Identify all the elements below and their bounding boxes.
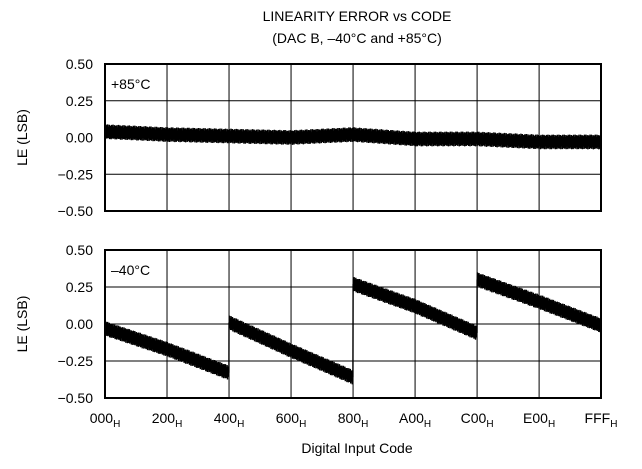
y-axis-label: LE (LSB)	[14, 296, 30, 353]
x-tick-label: 000H	[90, 410, 121, 430]
y-tick-label: 0.50	[66, 56, 93, 72]
x-tick-code: 600	[276, 410, 300, 426]
panel-1: 0.50 0.25 0.00 −0.25 −0.50 LE (LSB) +85°C	[14, 56, 602, 219]
panel-temperature-label: +85°C	[111, 76, 150, 92]
y-tick-label: −0.50	[58, 390, 94, 406]
x-tick-subscript: H	[299, 419, 306, 430]
series-trace	[104, 124, 602, 150]
plot-frame	[104, 249, 602, 399]
y-tick-label: 0.25	[66, 93, 93, 109]
y-axis-label: LE (LSB)	[14, 109, 30, 166]
x-tick-label: A00H	[399, 410, 431, 430]
x-tick-label: C00H	[461, 410, 494, 430]
y-tick-label: 0.00	[66, 130, 93, 146]
x-tick-label: E00H	[523, 410, 555, 430]
panel-temperature-label: –40°C	[111, 262, 150, 278]
chart-title-line-2: (DAC B, –40°C and +85°C)	[272, 30, 442, 46]
x-tick-subscript: H	[237, 419, 244, 430]
x-tick-code: FFF	[585, 410, 611, 426]
panel-label-box	[106, 258, 163, 282]
x-tick-subscript: H	[610, 419, 617, 430]
x-tick-code: 800	[338, 410, 362, 426]
x-tick-subscript: H	[361, 419, 368, 430]
x-tick-labels: 000H 200H 400H 600H 800H A00H C00H E00H FFFH	[90, 410, 618, 430]
x-tick-label: 800H	[338, 410, 369, 430]
y-tick-label: 0.50	[66, 242, 93, 258]
y-tick-label: 0.25	[66, 279, 93, 295]
x-tick-subscript: H	[424, 419, 431, 430]
x-tick-subscript: H	[113, 419, 120, 430]
x-tick-label: 600H	[276, 410, 307, 430]
x-axis-label: Digital Input Code	[301, 440, 413, 456]
x-tick-code: C00	[461, 410, 487, 426]
x-tick-label: 400H	[214, 410, 245, 430]
x-tick-label: 200H	[152, 410, 183, 430]
chart-title: LINEARITY ERROR vs CODE (DAC B, –40°C and…	[263, 8, 452, 46]
chart-title-line-1: LINEARITY ERROR vs CODE	[263, 8, 452, 24]
y-tick-label: −0.50	[58, 203, 94, 219]
x-tick-code: A00	[399, 410, 424, 426]
y-tick-label: −0.25	[58, 353, 94, 369]
x-tick-code: 200	[152, 410, 176, 426]
x-tick-code: E00	[523, 410, 548, 426]
x-tick-code: 000	[90, 410, 114, 426]
x-tick-label: FFFH	[585, 410, 618, 430]
panel-2: 0.50 0.25 0.00 −0.25 −0.50 LE (LSB) –40°C	[14, 242, 602, 406]
x-tick-subscript: H	[548, 419, 555, 430]
panel-label-box	[106, 72, 163, 96]
x-tick-subscript: H	[175, 419, 182, 430]
series-trace	[104, 272, 602, 385]
y-tick-label: −0.25	[58, 166, 94, 182]
plot-frame	[104, 63, 602, 212]
x-tick-code: 400	[214, 410, 238, 426]
x-tick-subscript: H	[486, 419, 493, 430]
y-tick-label: 0.00	[66, 316, 93, 332]
